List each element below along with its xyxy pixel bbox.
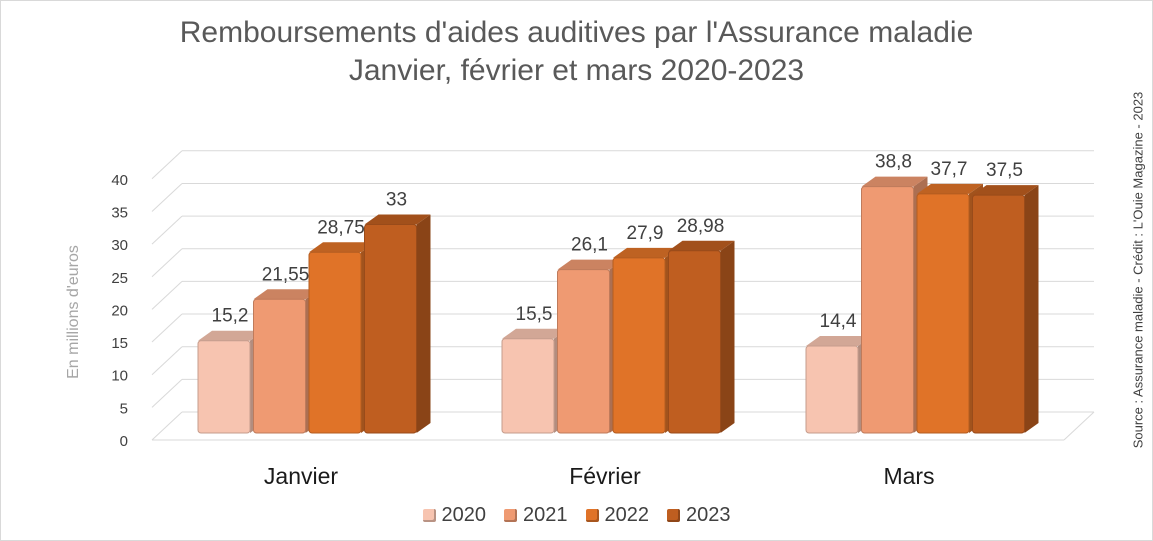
data-label: 28,98 [677,216,725,237]
legend-swatch [585,509,599,522]
bar-top [309,242,375,253]
floor-edge [1063,411,1095,441]
legend-item: 2021 [504,504,568,527]
data-label: 15,5 [516,304,553,325]
legend-swatch [504,509,517,522]
y-tick-label: 10 [111,368,128,385]
legend-item: 2023 [667,504,731,527]
bar-février-2022 [612,257,666,434]
y-tick-label: 30 [111,237,128,254]
gridline-depth [151,183,183,212]
data-label: 27,9 [627,223,664,244]
gridline-depth [151,378,183,408]
x-category-label: Février [569,463,641,489]
source-credit: Source : Assurance maladie - Crédit : L'… [1130,91,1146,449]
bar-mars-2020 [805,345,859,434]
legend-label: 2021 [523,504,568,526]
bar-side [720,240,735,433]
data-label: 38,8 [875,152,912,173]
bar-top [668,240,735,251]
gridline-depth [151,150,183,180]
legend-item: 2022 [585,504,650,527]
bar-mars-2022 [916,193,970,434]
bar-janvier-2021 [253,298,306,434]
data-label: 15,2 [212,306,249,327]
bar-mars-2023 [972,194,1025,434]
chart-title-line-1: Remboursements d'aides auditives par l'A… [179,16,974,49]
bar-février-2021 [557,269,610,434]
x-category-label: Janvier [264,463,338,489]
data-label: 28,75 [317,217,365,238]
bar-janvier-2023 [364,224,417,434]
bar-top [557,259,624,270]
bar-top [806,335,872,346]
x-category-label: Mars [883,463,934,489]
bar-janvier-2020 [197,340,251,434]
chart-legend: 2020 2021 2022 2023 [0,504,1153,527]
gridline-depth [151,346,183,376]
data-label: 37,5 [986,160,1023,181]
bar-février-2023 [668,250,721,434]
data-label: 33 [386,190,407,211]
y-tick-label: 35 [111,204,128,221]
bar-top [861,176,928,187]
y-tick-label: 40 [111,172,128,189]
data-label: 26,1 [571,235,608,256]
bar-mars-2021 [861,186,914,434]
legend-label: 2020 [441,504,487,526]
y-tick-label: 0 [120,433,128,450]
y-axis-label: En millions d'euros [65,245,82,379]
gridline-depth [151,281,183,310]
bar-top [198,330,264,341]
gridline-depth [151,411,183,441]
bar-top [917,183,983,194]
bar-top [972,185,1039,196]
data-label: 14,4 [820,311,857,332]
bar-top [613,247,679,258]
bar-top [253,289,320,300]
y-tick-label: 20 [111,302,128,319]
bar-top [502,328,568,339]
data-label: 21,55 [262,264,310,285]
bar-février-2020 [501,338,555,434]
bar-janvier-2022 [308,251,362,434]
legend-swatch [667,509,680,522]
legend-swatch [422,509,436,522]
bar-side [1024,185,1039,433]
legend-label: 2022 [604,504,650,526]
legend-label: 2023 [686,504,731,526]
y-tick-label: 5 [120,400,128,417]
y-tick-label: 25 [111,270,128,287]
gridline-depth [151,215,183,245]
gridline-depth [151,248,183,278]
bar-side [416,214,431,433]
bar-top [364,214,431,225]
gridline-depth [151,313,183,343]
chart-title-line-2: Janvier, février et mars 2020-2023 [348,54,805,87]
legend-item: 2020 [422,504,487,527]
data-label: 37,7 [931,159,968,180]
y-tick-label: 15 [111,335,128,352]
